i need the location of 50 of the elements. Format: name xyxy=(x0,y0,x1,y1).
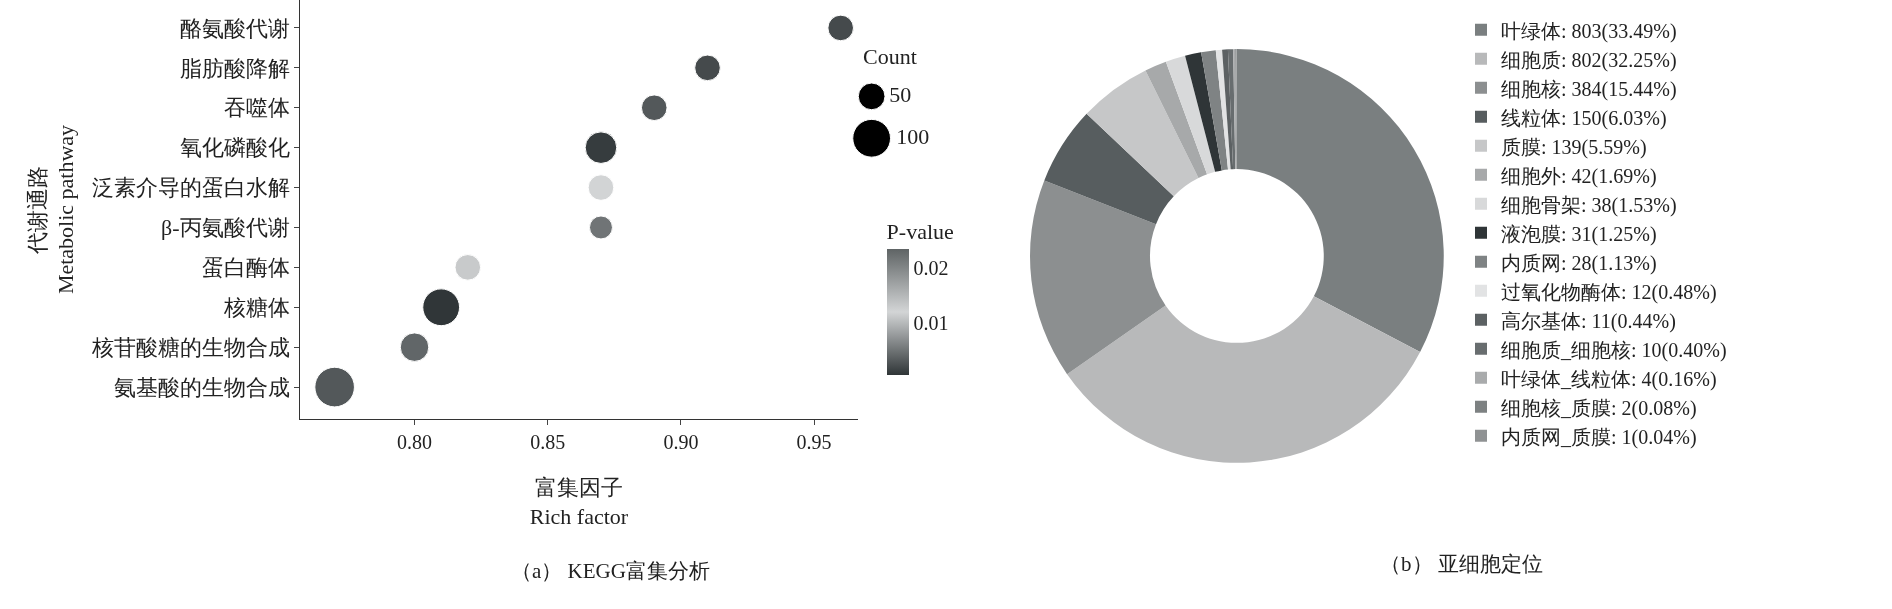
legend-label: 质膜: 139(5.59%) xyxy=(1501,135,1647,159)
legend-label: 高尔基体: 11(0.44%) xyxy=(1501,309,1676,333)
legend-label: 叶绿体: 803(33.49%) xyxy=(1501,19,1677,43)
legend-title: Count xyxy=(863,44,917,69)
color-bar-title: P-value xyxy=(886,218,954,244)
x-tick-label: 0.90 xyxy=(663,431,699,453)
donut-slice xyxy=(1145,61,1208,179)
y-axis-title: 代谢通路 Metabolic pathway xyxy=(24,124,79,295)
legend-label: 100 xyxy=(896,123,930,149)
y-tick-label: 吞噬体 xyxy=(223,95,290,121)
y-tick-label: 氨基酸的生物合成 xyxy=(113,374,290,400)
y-tick-label: 泛素介导的蛋白水解 xyxy=(91,175,290,201)
y-tick-label: 核苷酸糖的生物合成 xyxy=(90,334,290,360)
legend-label: 50 xyxy=(889,81,912,107)
donut-slice xyxy=(1067,296,1421,463)
x-tick-label: 0.85 xyxy=(530,431,566,453)
legend-label: 内质网: 28(1.13%) xyxy=(1501,251,1657,275)
legend-label: 内质网_质膜: 1(0.04%) xyxy=(1501,425,1697,449)
legend-label: 细胞骨架: 38(1.53%) xyxy=(1501,193,1677,217)
legend-label: 细胞核_质膜: 2(0.08%) xyxy=(1501,396,1697,420)
y-tick-label: 核糖体 xyxy=(222,294,290,320)
text: （b） 亚细胞定位 xyxy=(1380,552,1543,576)
y-tick-label: β-丙氨酸代谢 xyxy=(161,215,290,241)
legend-label: 液泡膜: 31(1.25%) xyxy=(1501,222,1657,246)
donut-slice xyxy=(1215,49,1231,170)
y-tick-label: 脂肪酸降解 xyxy=(179,55,290,81)
legend-label: 细胞质: 802(32.25%) xyxy=(1501,48,1677,72)
donut-slice xyxy=(1236,49,1444,352)
text: （a） KEGG富集分析 xyxy=(511,559,710,583)
legend-label: 叶绿体_线粒体: 4(0.16%) xyxy=(1501,367,1717,391)
y-tick-label: 酪氨酸代谢 xyxy=(179,15,290,41)
donut-slice xyxy=(1030,180,1166,375)
legend-label: 过氧化物酶体: 12(0.48%) xyxy=(1501,280,1717,304)
legend-label: 线粒体: 150(6.03%) xyxy=(1501,106,1667,130)
x-tick-label: 0.95 xyxy=(796,431,832,453)
donut-slice xyxy=(1086,70,1199,197)
x-tick-label: 0.80 xyxy=(397,431,433,453)
legend-label: 细胞外: 42(1.69%) xyxy=(1501,164,1657,188)
y-tick-label: 氧化磷酸化 xyxy=(179,135,290,161)
y-tick-label: 蛋白酶体 xyxy=(201,255,290,281)
legend-label: 细胞质_细胞核: 10(0.40%) xyxy=(1501,338,1727,362)
color-bar-label: 0.02 xyxy=(913,256,949,279)
color-bar-label: 0.01 xyxy=(913,311,949,334)
donut-slice xyxy=(1201,50,1229,171)
donut-slice xyxy=(1165,55,1216,175)
legend-label: 细胞核: 384(15.44%) xyxy=(1501,77,1677,101)
donut-slice xyxy=(1222,49,1234,170)
x-axis-title: 富集因子 Rich factor xyxy=(529,475,629,529)
donut-slice xyxy=(1185,52,1222,172)
donut-slice xyxy=(1044,113,1174,225)
